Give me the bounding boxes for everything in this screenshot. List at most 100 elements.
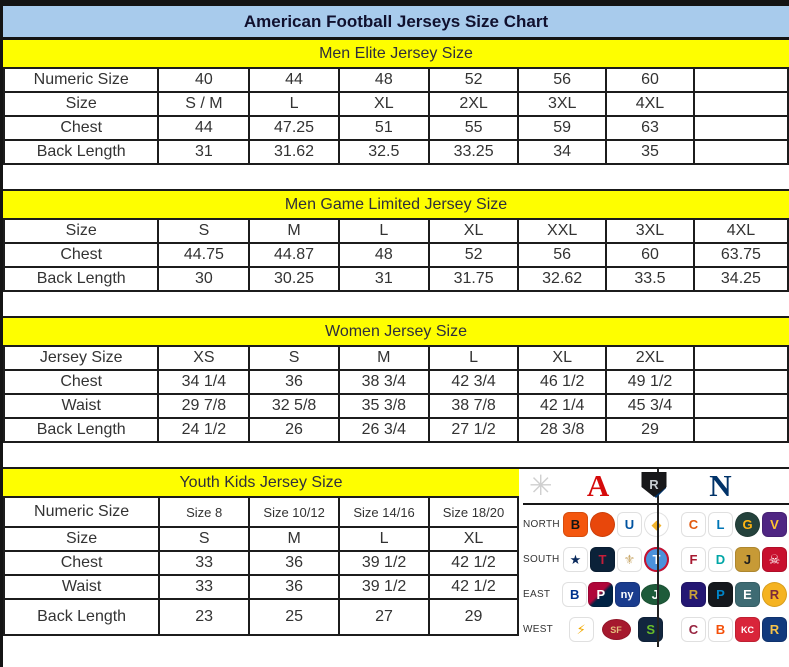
size-cell: L (248, 91, 340, 117)
eagles-logo-icon: E (735, 582, 760, 607)
size-cell: 63.75 (692, 242, 789, 268)
size-cell: L (427, 345, 520, 371)
empty-cell (692, 345, 789, 371)
size-cell: 30.25 (248, 266, 340, 292)
row-label: Chest (3, 242, 160, 268)
youth-kids-table: Numeric Size Size 8 Size 10/12 Size 14/16 Si… (3, 496, 519, 636)
size-cell: 34 1/4 (157, 369, 251, 395)
ravens-logo-icon: R (681, 582, 706, 607)
size-cell: XL (517, 345, 608, 371)
patriots-logo-icon: P (588, 582, 614, 607)
size-cell: 32.62 (517, 266, 608, 292)
size-cell: XL (337, 91, 430, 117)
size-cell: 38 3/4 (337, 369, 430, 395)
section-gap (3, 292, 789, 318)
size-cell: 47.25 (248, 115, 340, 141)
table-row: Waist 33 36 39 1/2 42 1/2 (3, 574, 519, 600)
49ers-logo-icon: SF (601, 619, 631, 640)
size-cell: 2XL (427, 91, 520, 117)
empty-cell (692, 115, 789, 141)
browns-logo-icon (590, 512, 615, 537)
size-cell: 52 (427, 67, 520, 93)
row-label: Numeric Size (3, 496, 161, 528)
row-label: Numeric Size (3, 67, 160, 93)
size-cell: Size 8 (158, 496, 251, 528)
jaguars-logo-icon: J (735, 547, 760, 572)
empty-cell (692, 91, 789, 117)
colts-logo-icon: U (617, 512, 642, 537)
size-cell: 36 (248, 574, 341, 600)
size-cell: 28 3/8 (517, 417, 608, 443)
size-cell: 42 3/4 (427, 369, 520, 395)
division-row: SOUTH★T⚜TFDJ☠ (523, 542, 789, 577)
section-header-men-elite: Men Elite Jersey Size (3, 40, 789, 67)
nfc-logo-group: F D J ☠ (679, 547, 789, 572)
falcons-logo-icon: F (681, 547, 706, 572)
conference-divider (656, 469, 659, 647)
row-label: Waist (3, 574, 161, 600)
size-cell: M (337, 345, 430, 371)
size-cell: 60 (605, 67, 695, 93)
cowboys-logo-icon: ★ (563, 547, 588, 572)
size-cell: 33 (158, 550, 251, 576)
size-cell: 36 (248, 369, 340, 395)
size-cell: 39 1/2 (338, 574, 431, 600)
size-cell: 31.62 (248, 139, 340, 165)
jets-logo-icon: J (640, 584, 670, 605)
row-label: Waist (3, 393, 160, 419)
chargers-logo-icon: ⚡ (568, 617, 594, 642)
size-cell: S (248, 345, 340, 371)
vikings-logo-icon: V (762, 512, 787, 537)
size-cell: 52 (427, 242, 520, 268)
size-cell: 35 3/8 (337, 393, 430, 419)
section-gap (3, 165, 789, 191)
size-cell: L (338, 526, 431, 552)
size-cell: 49 1/2 (605, 369, 695, 395)
section-header-women: Women Jersey Size (3, 318, 789, 345)
packers-logo-icon: G (735, 512, 760, 537)
men-game-limited-size-table: Size S M L XL XXL 3XL 4XL Chest 44.75 44.87 48 52 56 6… (3, 218, 789, 292)
size-cell: XL (428, 526, 519, 552)
size-cell: 56 (517, 242, 608, 268)
chiefs-logo-icon: KC (735, 617, 760, 642)
row-label: Back Length (3, 598, 161, 636)
size-cell: 31 (157, 139, 251, 165)
row-label: Back Length (3, 417, 160, 443)
section-header-men-game-limited: Men Game Limited Jersey Size (3, 191, 789, 218)
row-label: Chest (3, 550, 161, 576)
size-cell: 56 (517, 67, 608, 93)
bengals-logo-icon: B (563, 512, 588, 537)
size-cell: 42 1/4 (517, 393, 608, 419)
row-label: Back Length (3, 266, 160, 292)
nfc-logo-group: C B KC R (679, 617, 789, 642)
lions-logo-icon: L (708, 512, 733, 537)
empty-cell (692, 139, 789, 165)
size-cell: XS (157, 345, 251, 371)
saints-logo-icon: ⚜ (617, 547, 642, 572)
size-cell: 40 (157, 67, 251, 93)
nfc-logo-icon: N (709, 468, 732, 503)
empty-cell (692, 417, 789, 443)
size-cell: 4XL (692, 218, 789, 244)
size-cell: 29 (605, 417, 695, 443)
table-row: Size S / M L XL 2XL 3XL 4XL (3, 91, 789, 117)
size-cell: 24 1/2 (157, 417, 251, 443)
size-cell: 31.75 (427, 266, 520, 292)
nfl-teams-panel: ✳ A NFL N NORTHBU◆CLGVSOUTH★T⚜TFDJ☠EASTB… (519, 469, 789, 647)
size-cell: 33.5 (605, 266, 695, 292)
size-cell: M (248, 526, 341, 552)
size-cell: 25 (248, 598, 341, 636)
size-cell: 33.25 (427, 139, 520, 165)
size-cell: 29 7/8 (157, 393, 251, 419)
size-cell: S / M (157, 91, 251, 117)
broncos-logo-icon: B (708, 617, 733, 642)
women-size-table: Jersey Size XS S M L XL 2XL Chest 34 1/4 36 38 3/4… (3, 345, 789, 443)
size-cell: 63 (605, 115, 695, 141)
youth-kids-size-table: Numeric Size Size 8 Size 10/12 Size 14/16 Si… (3, 496, 519, 636)
table-row: Size S M L XL (3, 526, 519, 552)
men-elite-table: Numeric Size 40 44 48 52 56 60 Size S / M L XL 2XL 3… (3, 67, 789, 165)
size-cell: 23 (158, 598, 251, 636)
